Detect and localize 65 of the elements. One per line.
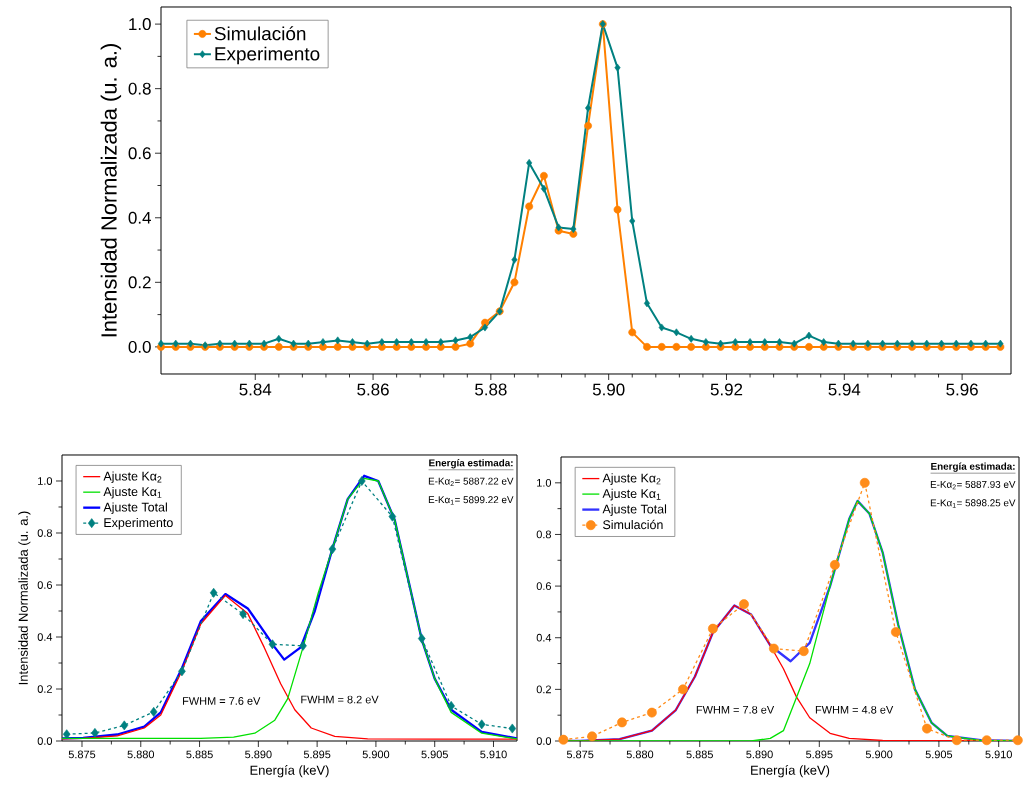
annotation: Energía estimada: [931, 462, 1015, 472]
legend-label: Experimento [215, 46, 320, 65]
x-tick-label: 5.90 [592, 383, 625, 396]
x-tick-label: 5.88 [475, 383, 507, 396]
y-tick-label: 1.0 [537, 478, 552, 487]
annotation: FWHM = 7.8 eV [696, 705, 775, 714]
x-tick-label: 5.880 [127, 750, 155, 759]
legend-label: Ajuste Kα$_{1}$ [602, 488, 661, 501]
x-tick-label: 5.86 [357, 383, 389, 396]
x-tick-label: 5.92 [710, 383, 743, 396]
annotation: E-Kα$_{1}$= 5899.22 eV [428, 496, 514, 505]
x-tick-label: 5.895 [806, 750, 833, 759]
annotation: E-Kα$_{2}$= 5887.93 eV [930, 480, 1016, 490]
x-axis-title: Energía (keV) [250, 765, 329, 778]
x-tick-label: 5.905 [421, 750, 448, 759]
y-axis-title: Intensidad Normalizada (u. a.) [18, 511, 31, 685]
x-tick-label: 5.885 [186, 750, 213, 759]
x-tick-label: 5.84 [239, 383, 272, 396]
y-tick-label: 0.4 [536, 633, 552, 642]
annotation: E-Kα$_{1}$= 5898.25 eV [930, 499, 1016, 508]
x-tick-label: 5.94 [828, 383, 861, 396]
x-tick-label: 5.875 [566, 750, 594, 759]
y-axis-title: Intensidad Normalizada (u. a.) [100, 44, 122, 337]
annotation: FWHM = 8.2 eV [301, 695, 379, 704]
y-tick-label: 0.6 [37, 581, 52, 589]
y-tick-label: 0.4 [128, 211, 151, 224]
y-tick-label: 1.0 [38, 477, 53, 485]
x-tick-label: 5.885 [686, 750, 713, 759]
y-tick-label: 0.2 [37, 685, 52, 693]
x-tick-label: 5.96 [946, 383, 978, 396]
y-tick-label: 0.0 [128, 340, 151, 353]
x-tick-label: 5.910 [985, 750, 1012, 759]
legend-label: Simulación [603, 519, 663, 530]
x-tick-label: 5.875 [68, 750, 96, 759]
x-tick-label: 5.890 [245, 750, 272, 759]
x-tick-label: 5.910 [480, 750, 507, 759]
legend-label: Ajuste Kα$_{1}$ [103, 486, 162, 499]
y-tick-label: 0.8 [536, 530, 551, 539]
legend-label: Ajuste Total [103, 502, 167, 515]
x-tick-label: 5.900 [362, 750, 390, 759]
x-tick-label: 5.895 [303, 750, 331, 759]
y-tick-label: 1.0 [129, 18, 151, 31]
annotation: E-Kα$_{2}$= 5887.22 eV [428, 477, 514, 487]
legend-label: Experimento [104, 517, 173, 530]
y-tick-label: 0.0 [37, 737, 53, 745]
legend-label: Ajuste Kα$_{2}$ [602, 473, 661, 485]
annotation: FWHM = 4.8 eV [815, 705, 894, 714]
x-axis-title: Energía (keV) [751, 765, 830, 778]
y-tick-label: 0.8 [128, 82, 151, 95]
legend-label: Ajuste Total [602, 504, 667, 516]
annotation: Energía estimada: [429, 459, 513, 469]
y-tick-label: 0.2 [536, 685, 551, 694]
y-tick-label: 0.4 [37, 633, 53, 641]
legend-label: Ajuste Kα$_{2}$ [103, 471, 162, 483]
legend-label: Simulación [214, 26, 306, 41]
y-tick-label: 0.0 [536, 737, 552, 745]
y-tick-label: 0.2 [128, 276, 151, 289]
y-tick-label: 0.6 [128, 147, 151, 160]
x-tick-label: 5.890 [746, 750, 773, 759]
x-tick-label: 5.905 [925, 750, 953, 759]
y-tick-label: 0.8 [37, 529, 52, 537]
x-tick-label: 5.880 [626, 750, 654, 759]
x-tick-label: 5.900 [865, 750, 893, 759]
annotation: FWHM = 7.6 eV [183, 697, 261, 705]
y-tick-label: 0.6 [536, 582, 551, 590]
